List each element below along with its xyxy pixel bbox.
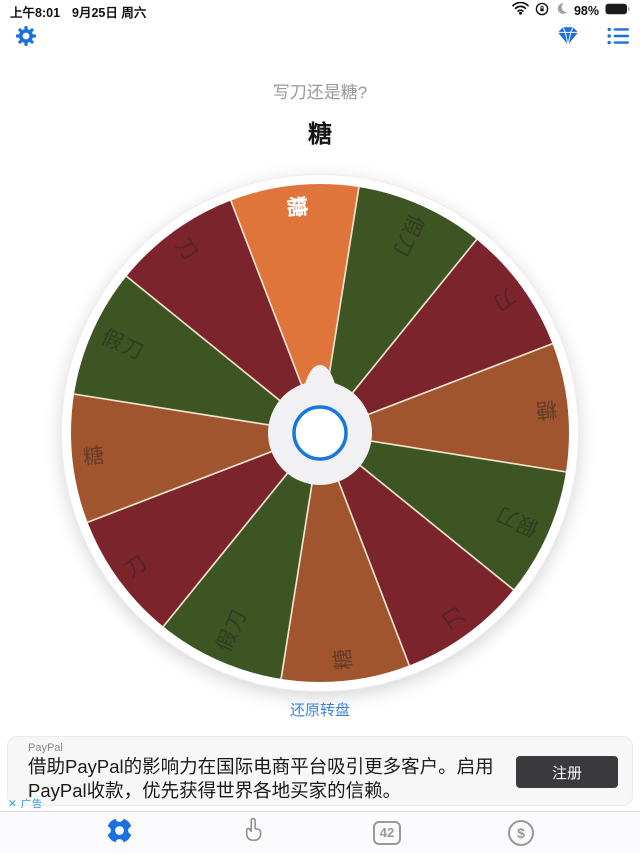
reset-wheel-link[interactable]: 还原转盘	[289, 702, 350, 719]
rotation-lock-icon	[535, 2, 549, 21]
gear-icon	[15, 25, 37, 52]
ad-line-2: PayPal收款，优先获得世界各地买家的信赖。	[28, 780, 402, 801]
tab-bar: 42 $	[0, 811, 640, 853]
moon-icon	[555, 2, 568, 20]
svg-text:糖: 糖	[284, 195, 310, 219]
tab-coin-flip[interactable]: $	[501, 813, 541, 853]
svg-text:糖: 糖	[82, 444, 106, 469]
question-title: 写刀还是糖?	[272, 83, 368, 102]
list-icon	[607, 26, 630, 51]
list-button[interactable]	[606, 26, 630, 50]
wifi-icon	[512, 1, 529, 20]
premium-button[interactable]	[556, 26, 580, 50]
svg-text:糖: 糖	[534, 397, 558, 422]
spinner-wheel[interactable]: 糖假刀刀糖假刀刀糖假刀刀糖假刀刀	[55, 168, 585, 698]
wheel-icon	[102, 813, 136, 849]
status-date: 9月25日 周六	[72, 5, 147, 20]
settings-button[interactable]	[14, 25, 38, 52]
status-right: 98%	[512, 1, 630, 21]
hand-icon	[240, 817, 266, 848]
svg-text:糖: 糖	[331, 647, 356, 671]
ad-close-badge[interactable]: ✕ 广告	[8, 798, 43, 810]
tab-number-picker[interactable]: 42	[367, 813, 407, 853]
gem-icon	[557, 26, 579, 51]
ad-text: 借助PayPal的影响力在国际电商平台吸引更多客户。启用 PayPal收款，优先…	[28, 755, 494, 803]
status-bar: 上午8:01 9月25日 周六	[0, 0, 640, 22]
spin-result: 糖	[308, 121, 332, 148]
status-left: 上午8:01 9月25日 周六	[10, 2, 146, 21]
ad-register-button[interactable]: 注册	[516, 756, 618, 788]
battery-icon	[605, 2, 630, 20]
ad-line-1: 借助PayPal的影响力在国际电商平台吸引更多客户。启用	[28, 756, 494, 777]
battery-percent: 98%	[573, 4, 599, 18]
number-badge-icon: 42	[373, 820, 401, 845]
tab-hand-chooser[interactable]	[233, 813, 273, 853]
status-time: 上午8:01	[10, 5, 61, 20]
ad-advertiser: PayPal	[28, 742, 63, 754]
ad-banner[interactable]: PayPal 借助PayPal的影响力在国际电商平台吸引更多客户。启用 PayP…	[7, 736, 633, 806]
tab-spinner-wheel[interactable]	[99, 813, 139, 853]
dollar-coin-icon: $	[508, 819, 534, 846]
